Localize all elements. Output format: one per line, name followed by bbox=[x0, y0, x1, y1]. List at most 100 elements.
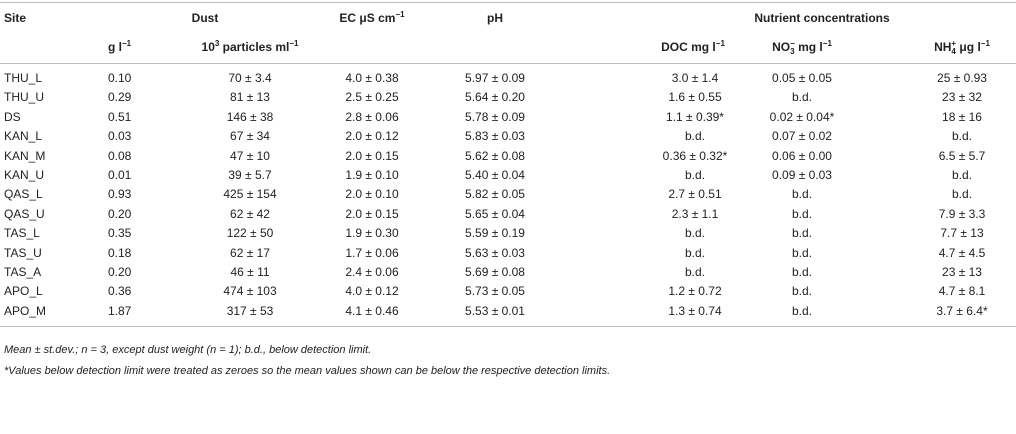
data-cell: 70 ± 3.4 bbox=[228, 71, 272, 85]
sup: −1 bbox=[395, 10, 405, 19]
data-cell: 23 ± 13 bbox=[942, 265, 982, 279]
data-cell: 62 ± 17 bbox=[230, 245, 270, 260]
data-cell: 2.0 ± 0.10 bbox=[345, 187, 399, 202]
data-cell: 5.64 ± 0.20 bbox=[465, 90, 525, 105]
data-cell: 1.7 ± 0.06 bbox=[345, 245, 399, 260]
header-nutrient: Nutrient concentrations bbox=[754, 11, 890, 25]
data-cell: 474 ± 103 bbox=[223, 284, 277, 299]
data-cell: b.d. bbox=[791, 303, 813, 318]
data-cell: 4.7 ± 8.1 bbox=[938, 284, 986, 299]
data-cell: b.d. bbox=[951, 129, 973, 144]
data-cell: 146 ± 38 bbox=[226, 109, 274, 124]
site-cell: QAS_U bbox=[4, 206, 45, 221]
data-cell: b.d. bbox=[791, 187, 813, 202]
data-cell: 5.73 ± 0.05 bbox=[465, 284, 525, 299]
site-cell: KAN_U bbox=[4, 168, 45, 182]
data-cell: 2.0 ± 0.15 bbox=[345, 206, 399, 221]
top-rule bbox=[0, 2, 1016, 3]
data-cell: 39 ± 5.7 bbox=[228, 168, 272, 182]
data-cell: 4.1 ± 0.46 bbox=[345, 303, 399, 318]
header-ph: pH bbox=[487, 11, 503, 25]
data-cell: 1.87 bbox=[108, 303, 132, 318]
sub: 4 bbox=[951, 47, 956, 56]
data-cell: 1.6 ± 0.55 bbox=[668, 90, 722, 105]
header-ec: EC μS cm−1 bbox=[339, 10, 405, 26]
data-cell: 81 ± 13 bbox=[230, 90, 270, 105]
data-cell: 0.36 bbox=[108, 284, 132, 299]
data-cell: 4.0 ± 0.38 bbox=[345, 71, 399, 85]
data-cell: b.d. bbox=[684, 245, 706, 260]
data-cell: 7.7 ± 13 bbox=[940, 226, 984, 241]
header-dust: Dust bbox=[191, 11, 219, 25]
sub-sup: −3 bbox=[790, 40, 795, 56]
site-cell: TAS_U bbox=[4, 245, 42, 260]
data-cell: b.d. bbox=[791, 206, 813, 221]
header-dust-particles: 103 particles ml−1 bbox=[201, 40, 299, 55]
text: μg l bbox=[956, 40, 981, 55]
data-cell: 47 ± 10 bbox=[230, 148, 270, 163]
data-cell: 67 ± 34 bbox=[230, 129, 270, 144]
data-cell: 5.65 ± 0.04 bbox=[465, 206, 525, 221]
data-cell: 4.0 ± 0.12 bbox=[345, 284, 399, 299]
text: 10 bbox=[201, 40, 215, 54]
data-cell: 5.53 ± 0.01 bbox=[465, 303, 525, 318]
sup: − bbox=[790, 39, 795, 48]
data-cell: 5.82 ± 0.05 bbox=[465, 187, 525, 202]
data-cell: 2.0 ± 0.15 bbox=[345, 148, 399, 163]
data-cell: b.d. bbox=[684, 129, 706, 144]
data-cell: 2.5 ± 0.25 bbox=[345, 90, 399, 105]
data-cell: b.d. bbox=[791, 284, 813, 299]
data-cell: 18 ± 16 bbox=[942, 109, 982, 124]
data-cell: 5.97 ± 0.09 bbox=[465, 71, 525, 85]
data-cell: b.d. bbox=[791, 245, 813, 260]
data-cell: 0.01 bbox=[108, 168, 132, 182]
data-cell: 0.03 bbox=[108, 129, 132, 144]
site-cell: KAN_M bbox=[4, 148, 46, 163]
data-cell: 0.10 bbox=[108, 71, 132, 85]
data-cell: 0.51 bbox=[108, 109, 132, 124]
text: EC μS cm bbox=[339, 11, 396, 25]
text: particles ml bbox=[219, 40, 290, 54]
data-cell: 0.20 bbox=[108, 206, 132, 221]
data-cell: 0.18 bbox=[108, 245, 132, 260]
bottom-rule bbox=[0, 326, 1016, 327]
data-cell: 3.7 ± 6.4* bbox=[936, 303, 988, 318]
data-cell: 0.06 ± 0.00 bbox=[772, 148, 832, 163]
site-cell: TAS_A bbox=[4, 265, 42, 279]
header-dust-weight: g l−1 bbox=[108, 40, 131, 55]
text: DOC mg l bbox=[661, 40, 716, 54]
data-cell: 0.29 bbox=[108, 90, 132, 105]
data-cell: 5.69 ± 0.08 bbox=[465, 265, 525, 279]
data-cell: b.d. bbox=[684, 226, 706, 241]
data-cell: 122 ± 50 bbox=[226, 226, 274, 241]
sup: −1 bbox=[715, 39, 725, 48]
site-cell: DS bbox=[4, 109, 21, 124]
data-cell: 2.0 ± 0.12 bbox=[345, 129, 399, 144]
data-cell: 317 ± 53 bbox=[226, 303, 274, 318]
data-cell: 5.78 ± 0.09 bbox=[465, 109, 525, 124]
data-cell: 1.9 ± 0.10 bbox=[345, 168, 399, 182]
data-cell: 7.9 ± 3.3 bbox=[938, 206, 986, 221]
data-cell: 0.36 ± 0.32* bbox=[662, 148, 728, 163]
data-cell: 4.7 ± 4.5 bbox=[938, 245, 986, 260]
data-cell: 23 ± 32 bbox=[942, 90, 982, 105]
data-cell: 2.8 ± 0.06 bbox=[345, 109, 399, 124]
data-cell: 0.05 ± 0.05 bbox=[772, 71, 832, 85]
data-cell: 0.35 bbox=[108, 226, 132, 241]
data-cell: 5.59 ± 0.19 bbox=[465, 226, 525, 241]
data-cell: b.d. bbox=[791, 90, 813, 105]
data-cell: 0.02 ± 0.04* bbox=[769, 109, 835, 124]
data-cell: 0.93 bbox=[108, 187, 132, 202]
header-rule bbox=[0, 63, 1016, 64]
data-cell: b.d. bbox=[951, 168, 973, 182]
sup: + bbox=[951, 39, 957, 48]
data-cell: 5.62 ± 0.08 bbox=[465, 148, 525, 163]
header-nh4: NH+ 4 μg l−1 bbox=[934, 40, 990, 56]
data-cell: b.d. bbox=[791, 265, 813, 279]
data-cell: 2.3 ± 1.1 bbox=[671, 206, 719, 221]
data-cell: 1.3 ± 0.74 bbox=[668, 303, 722, 318]
data-cell: b.d. bbox=[951, 187, 973, 202]
header-site: Site bbox=[4, 11, 27, 25]
text: g l bbox=[108, 40, 122, 54]
